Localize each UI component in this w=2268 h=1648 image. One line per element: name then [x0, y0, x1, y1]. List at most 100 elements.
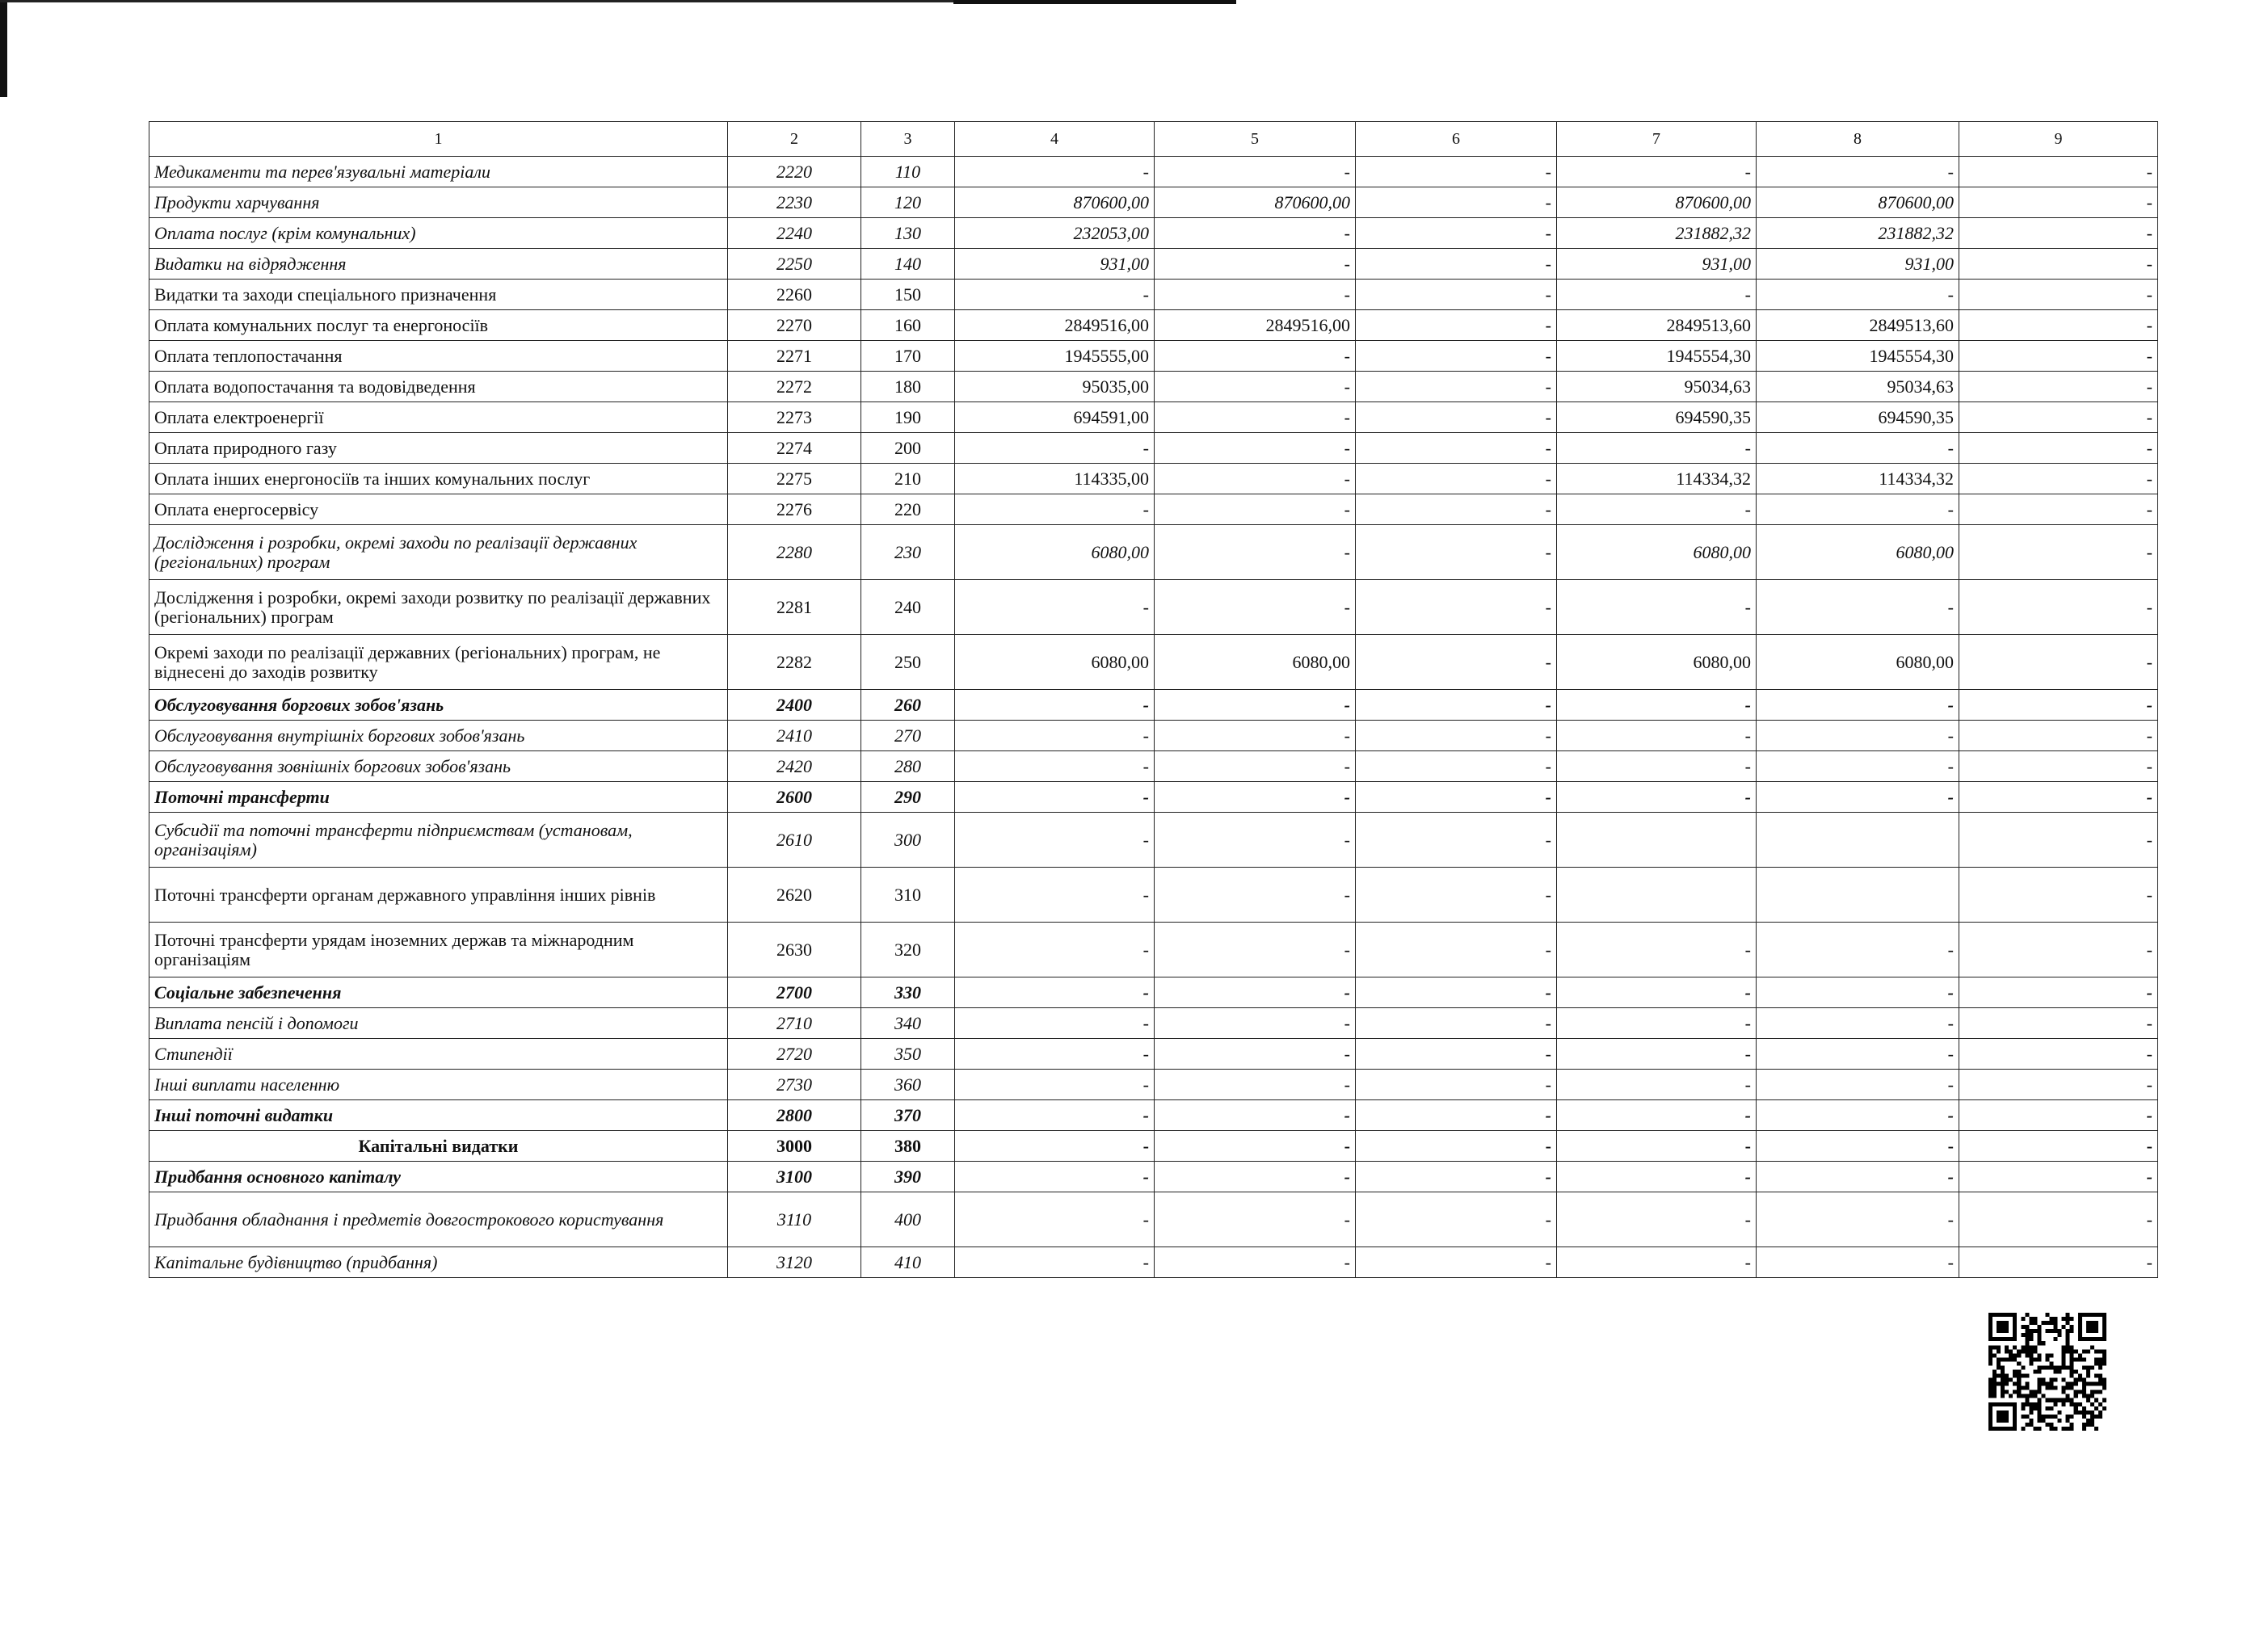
kekv-code: 2730 — [727, 1069, 861, 1100]
value-col-8: - — [1756, 750, 1959, 782]
table-row: Поточні трансферти 2600 290- - - - - - — [149, 781, 2158, 813]
row-code: 240 — [860, 579, 955, 635]
value-col-4: - — [954, 922, 1155, 977]
value-col-6: - — [1355, 1069, 1557, 1100]
kekv-code: 2282 — [727, 634, 861, 690]
value-col-7: - — [1556, 579, 1757, 635]
value-col-4: 870600,00 — [954, 187, 1155, 218]
value-col-9: - — [1959, 248, 2158, 280]
value-col-8: - — [1756, 579, 1959, 635]
value-col-5: - — [1154, 432, 1356, 464]
table-row: Оплата інших енергоносіїв та інших комун… — [149, 463, 2158, 494]
value-col-6: - — [1355, 867, 1557, 923]
table-row: Оплата природного газу 2274 200- - - - - - — [149, 432, 2158, 464]
value-col-5: 870600,00 — [1154, 187, 1356, 218]
value-col-8: - — [1756, 1007, 1959, 1039]
value-col-6: - — [1355, 524, 1557, 580]
value-col-7: - — [1556, 1247, 1757, 1278]
value-col-6: - — [1355, 248, 1557, 280]
row-label: Дослідження і розробки, окремі заходи ро… — [149, 579, 728, 635]
value-col-4: - — [954, 1161, 1155, 1192]
kekv-code: 3110 — [727, 1192, 861, 1247]
row-code: 260 — [860, 689, 955, 721]
table-row: Обслуговування боргових зобов'язань 2400 2… — [149, 689, 2158, 721]
value-col-6: - — [1355, 689, 1557, 721]
value-col-7: - — [1556, 432, 1757, 464]
table-row: Обслуговування внутрішніх боргових зобов… — [149, 720, 2158, 751]
value-col-8: 870600,00 — [1756, 187, 1959, 218]
table-row: Оплата теплопостачання 2271 170 1945555,00-… — [149, 340, 2158, 372]
table-row: Оплата енергосервісу 2276 220- - - - - - — [149, 494, 2158, 525]
value-col-4: - — [954, 781, 1155, 813]
value-col-5: - — [1154, 1038, 1356, 1070]
row-code: 400 — [860, 1192, 955, 1247]
value-col-7: 1945554,30 — [1556, 340, 1757, 372]
kekv-code: 2281 — [727, 579, 861, 635]
value-col-8 — [1756, 867, 1959, 923]
value-col-8: - — [1756, 720, 1959, 751]
row-code: 200 — [860, 432, 955, 464]
value-col-8: - — [1756, 1247, 1959, 1278]
value-col-8: - — [1756, 922, 1959, 977]
row-code: 310 — [860, 867, 955, 923]
value-col-7: 870600,00 — [1556, 187, 1757, 218]
row-label: Обслуговування боргових зобов'язань — [149, 689, 728, 721]
value-col-5: - — [1154, 401, 1356, 433]
value-col-9: - — [1959, 720, 2158, 751]
value-col-4: 931,00 — [954, 248, 1155, 280]
value-col-4: 114335,00 — [954, 463, 1155, 494]
scan-top-edge-thick — [953, 0, 1236, 4]
value-col-7: 231882,32 — [1556, 217, 1757, 249]
value-col-4: - — [954, 579, 1155, 635]
value-col-4: - — [954, 1038, 1155, 1070]
value-col-4: 95035,00 — [954, 371, 1155, 402]
row-code: 410 — [860, 1247, 955, 1278]
row-label: Виплата пенсій і допомоги — [149, 1007, 728, 1039]
row-label: Оплата послуг (крім комунальних) — [149, 217, 728, 249]
value-col-9: - — [1959, 309, 2158, 341]
row-code: 380 — [860, 1130, 955, 1162]
value-col-6: - — [1355, 812, 1557, 868]
value-col-9: - — [1959, 494, 2158, 525]
row-code: 300 — [860, 812, 955, 868]
value-col-8: - — [1756, 1038, 1959, 1070]
row-code: 110 — [860, 156, 955, 187]
table-row: Стипендії 2720 350- - - - - - — [149, 1038, 2158, 1070]
value-col-5: - — [1154, 1007, 1356, 1039]
value-col-5: - — [1154, 1161, 1356, 1192]
value-col-7: 6080,00 — [1556, 634, 1757, 690]
row-label: Придбання основного капіталу — [149, 1161, 728, 1192]
value-col-9: - — [1959, 1161, 2158, 1192]
row-label: Дослідження і розробки, окремі заходи по… — [149, 524, 728, 580]
table-row: Видатки на відрядження 2250 140 931,00- -931… — [149, 248, 2158, 280]
value-col-9: - — [1959, 812, 2158, 868]
value-col-4: - — [954, 1192, 1155, 1247]
value-col-7: - — [1556, 720, 1757, 751]
value-col-6: - — [1355, 750, 1557, 782]
value-col-7 — [1556, 812, 1757, 868]
table-row: Капітальні видатки 3000 380- - - - - - — [149, 1130, 2158, 1162]
value-col-5: - — [1154, 977, 1356, 1008]
column-number-2: 2 — [727, 121, 861, 157]
kekv-code: 3120 — [727, 1247, 861, 1278]
value-col-4: - — [954, 279, 1155, 310]
table-row: Капітальне будівництво (придбання) 3120 41… — [149, 1247, 2158, 1278]
column-number-9: 9 — [1959, 121, 2158, 157]
value-col-9: - — [1959, 1069, 2158, 1100]
value-col-6: - — [1355, 922, 1557, 977]
value-col-7: - — [1556, 1007, 1757, 1039]
row-label: Субсидії та поточні трансферти підприємс… — [149, 812, 728, 868]
scan-top-edge — [0, 0, 1228, 2]
value-col-4: - — [954, 720, 1155, 751]
value-col-9: - — [1959, 689, 2158, 721]
row-label: Окремі заходи по реалізації державних (р… — [149, 634, 728, 690]
table-row: Інші виплати населенню 2730 360- - - - - - — [149, 1069, 2158, 1100]
row-label: Медикаменти та перев'язувальні матеріали — [149, 156, 728, 187]
kekv-code: 3100 — [727, 1161, 861, 1192]
row-label: Обслуговування зовнішніх боргових зобов'… — [149, 750, 728, 782]
row-label: Придбання обладнання і предметів довгост… — [149, 1192, 728, 1247]
value-col-7: - — [1556, 1192, 1757, 1247]
row-code: 250 — [860, 634, 955, 690]
value-col-5: - — [1154, 279, 1356, 310]
